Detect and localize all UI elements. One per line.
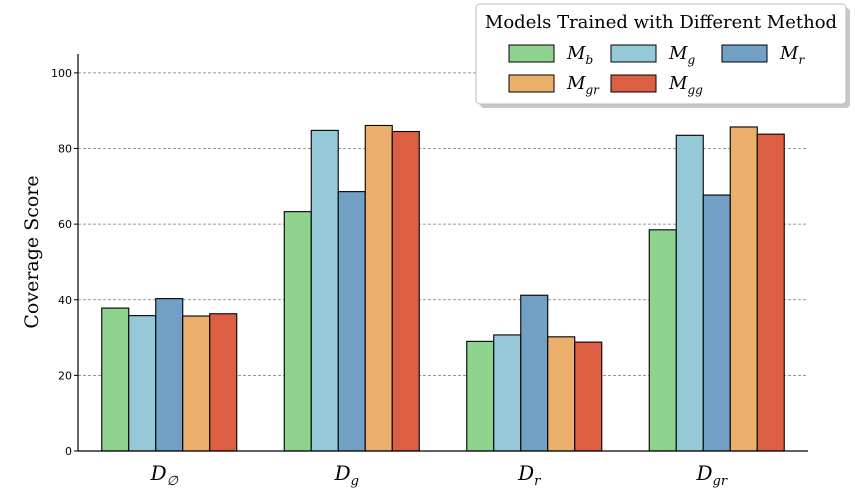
y-tick-label: 40: [58, 294, 72, 307]
legend-label-Mg: Mg: [668, 43, 695, 67]
bar-Mgg-Dg: [391, 130, 420, 452]
legend: Models Trained with Different Method Mb Mg…: [475, 3, 850, 108]
legend-label-Mb: Mb: [566, 43, 593, 67]
legend-swatch-Mg: [610, 44, 657, 63]
bar-Mg-Dgr: [675, 134, 704, 452]
y-tick-label: 100: [51, 67, 72, 80]
x-tick-label: D∅: [150, 461, 179, 489]
bar-Mg-D∅: [128, 315, 157, 452]
bar-Mgg-Dr: [574, 341, 603, 452]
bar-Mgr-Dg: [364, 124, 393, 452]
bar-Mgg-D∅: [209, 313, 238, 452]
bar-Mgr-Dr: [547, 336, 576, 452]
legend-swatch-Mgg: [610, 74, 657, 93]
bar-Mgg-Dgr: [756, 133, 785, 452]
axes: 0 20 40 60 80 100 D∅ Dg Dr Dgr: [51, 54, 808, 489]
legend-box: [475, 3, 847, 105]
bar-Mr-D∅: [155, 298, 184, 452]
x-tick-label: Dgr: [695, 461, 727, 489]
bar-Mb-Dgr: [648, 229, 677, 452]
bars: [101, 124, 785, 452]
bar-Mg-Dr: [493, 334, 522, 452]
legend-label-Mgg: Mgg: [668, 73, 703, 97]
y-tick-label: 20: [58, 369, 72, 382]
legend-swatch-Mb: [508, 44, 555, 63]
bar-Mr-Dgr: [702, 194, 731, 452]
y-axis-label: Coverage Score: [21, 175, 43, 328]
y-tick-label: 80: [58, 143, 72, 156]
legend-title: Models Trained with Different Method: [485, 12, 837, 33]
legend-label-Mgr: Mgr: [566, 73, 600, 97]
y-tick-label: 0: [65, 445, 72, 458]
bar-Mr-Dg: [337, 191, 366, 452]
bar-Mgr-D∅: [182, 315, 211, 452]
x-tick-label: Dr: [517, 461, 541, 489]
y-tick-label: 60: [58, 218, 72, 231]
legend-label-Mr: Mr: [779, 43, 805, 67]
bar-Mb-Dr: [466, 340, 495, 452]
legend-swatch-Mr: [721, 44, 768, 63]
bar-Mb-Dg: [283, 211, 312, 452]
bar-Mgr-Dgr: [729, 126, 758, 452]
x-tick-label: Dg: [334, 461, 359, 489]
bar-Mr-Dr: [520, 294, 549, 452]
bar-Mb-D∅: [101, 307, 130, 452]
bar-Mg-Dg: [310, 129, 339, 452]
legend-swatch-Mgr: [508, 74, 555, 93]
